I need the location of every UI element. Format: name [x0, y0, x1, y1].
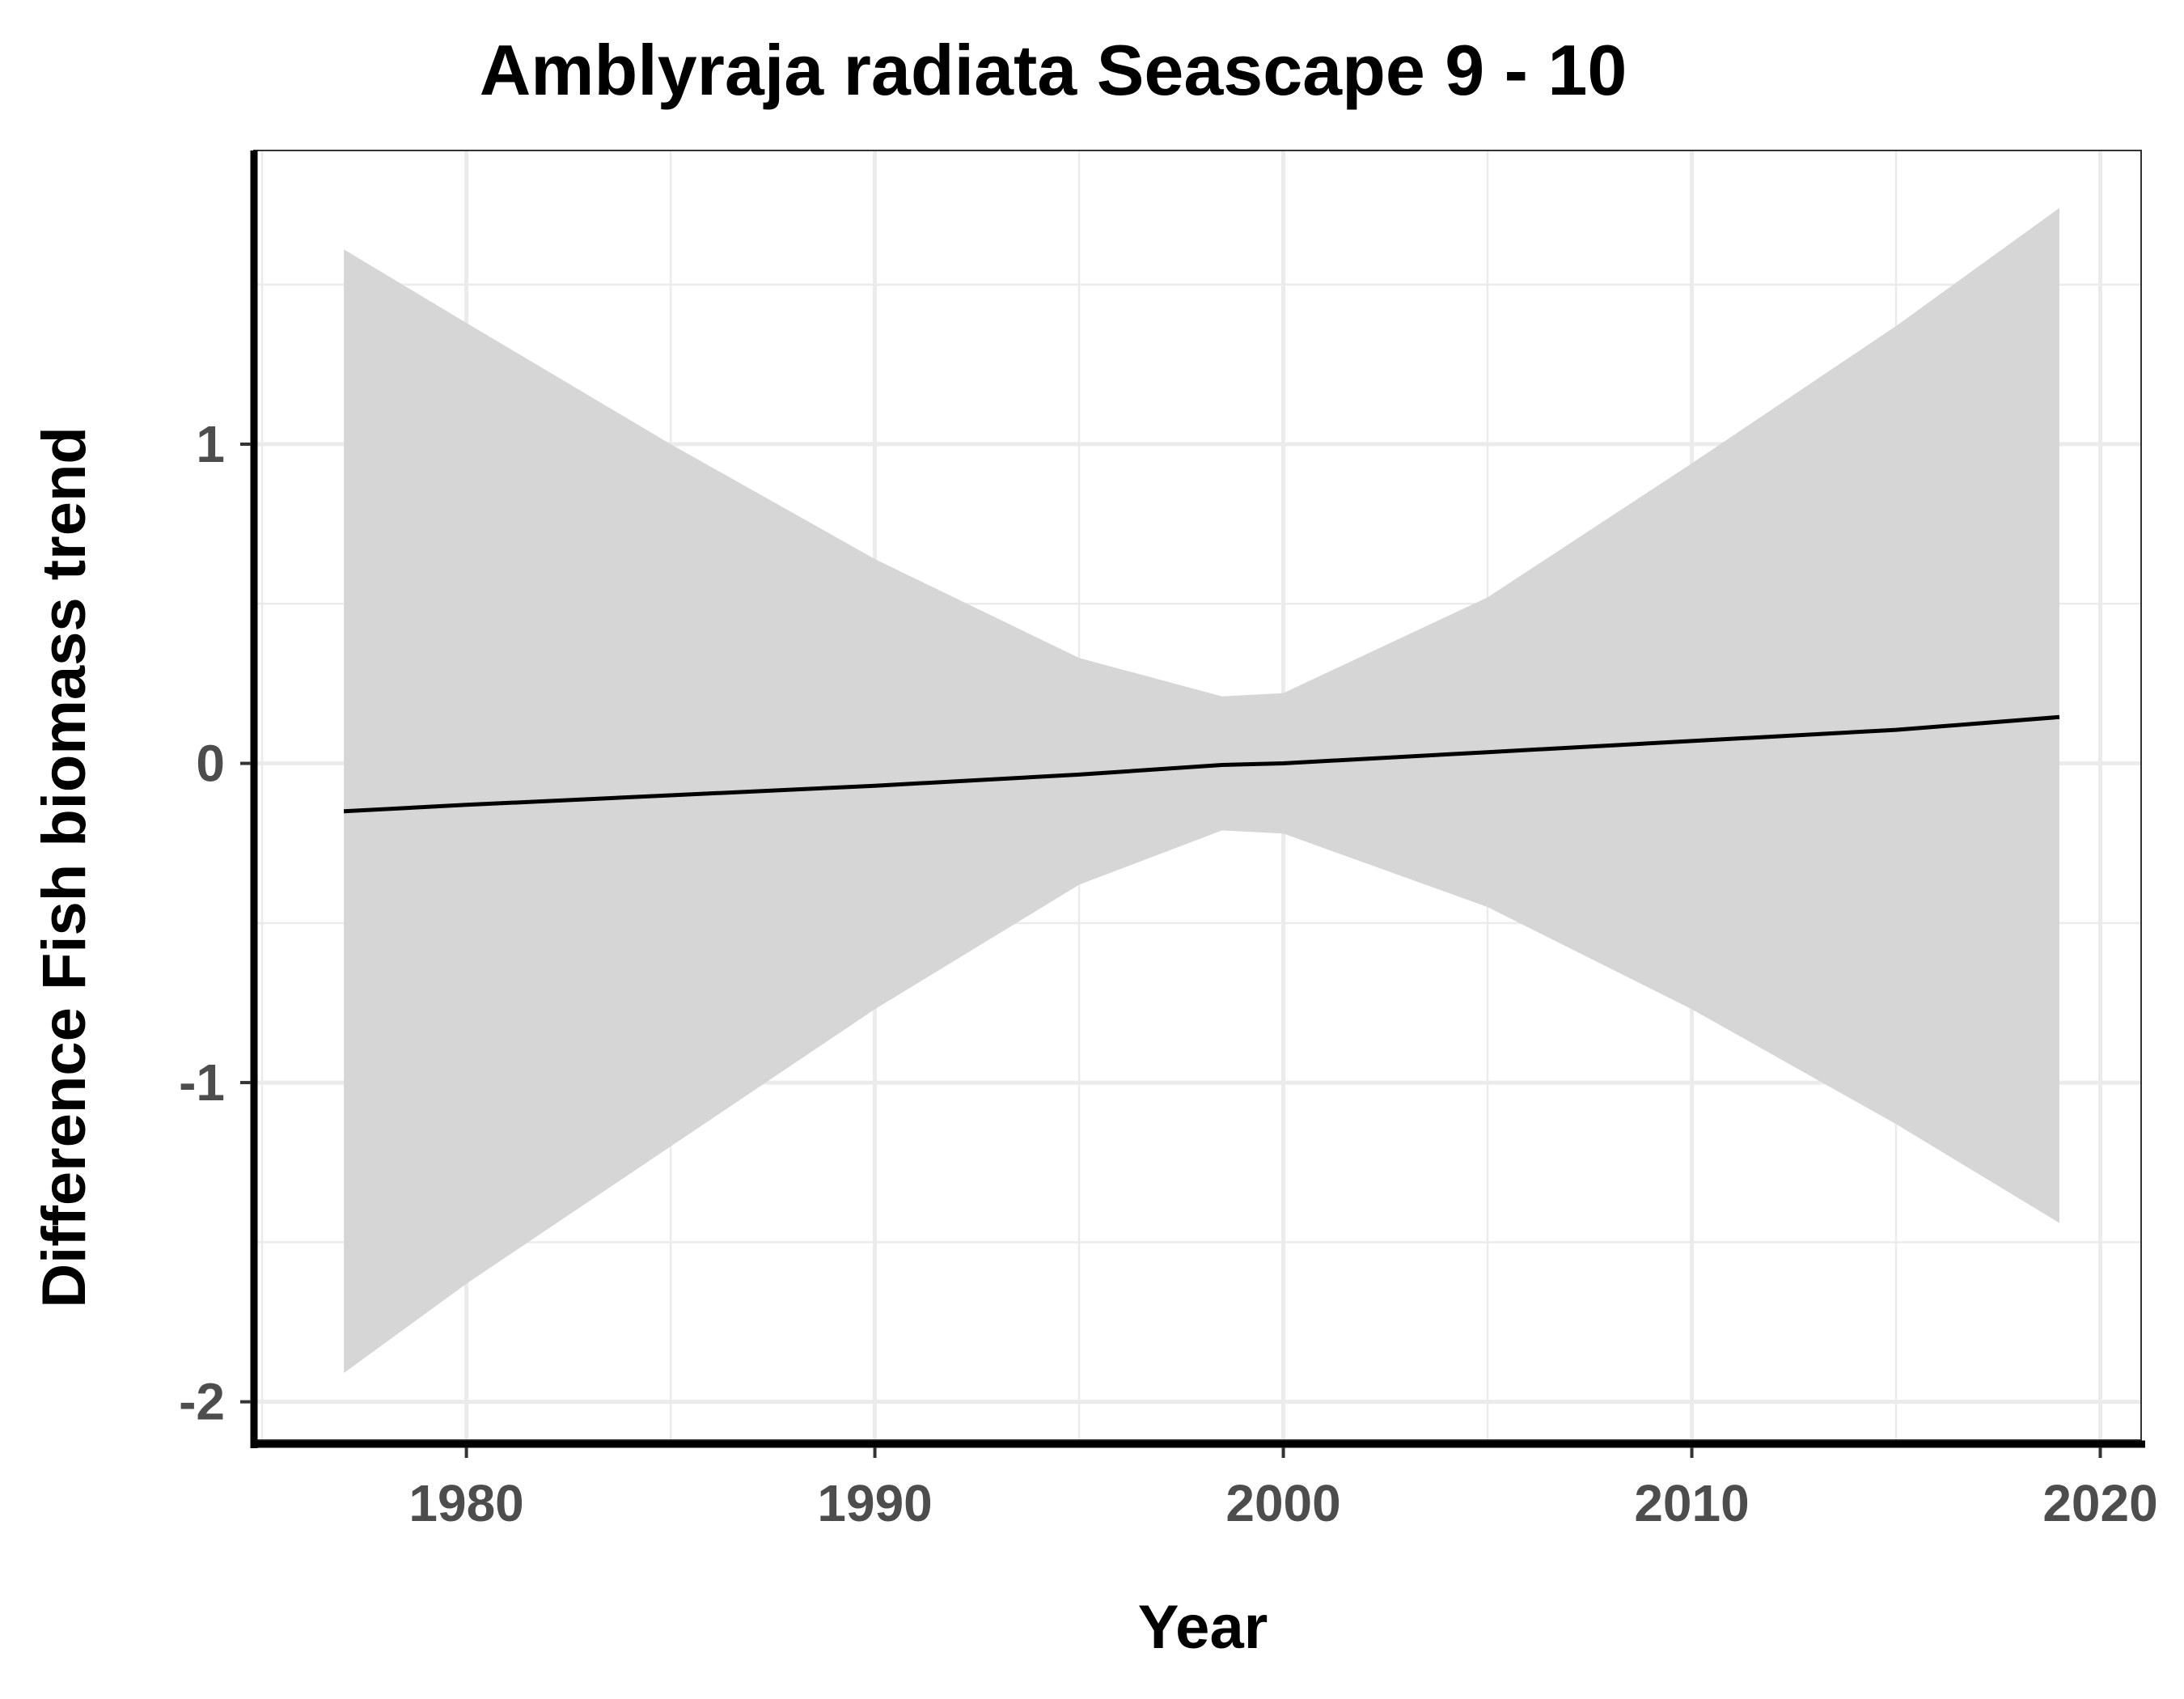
x-tick-label: 1980: [408, 1474, 523, 1532]
y-tick-label: 1: [196, 415, 225, 473]
x-tick-label: 1990: [817, 1474, 932, 1532]
y-axis-title: Difference Fish biomass trend: [30, 426, 99, 1308]
x-axis-title: Year: [1138, 1593, 1268, 1662]
chart-title: Amblyraja radiata Seascape 9 - 10: [480, 30, 1627, 110]
trend-line: [343, 714, 2060, 814]
y-tick-label: -2: [179, 1373, 225, 1431]
y-axis-ticks: -2 -1 0 1: [179, 415, 251, 1431]
confidence-band: [344, 208, 2059, 1374]
y-tick-label: 0: [196, 735, 225, 793]
x-tick-label: 2020: [2042, 1474, 2157, 1532]
y-tick-label: -1: [179, 1053, 225, 1112]
x-axis-ticks: 1980 1990 2000 2010 2020: [408, 1447, 2158, 1532]
x-tick-label: 2010: [1634, 1474, 1749, 1532]
x-tick-label: 2000: [1225, 1474, 1340, 1532]
